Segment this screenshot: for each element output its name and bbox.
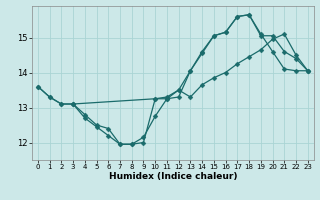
X-axis label: Humidex (Indice chaleur): Humidex (Indice chaleur) — [108, 172, 237, 181]
